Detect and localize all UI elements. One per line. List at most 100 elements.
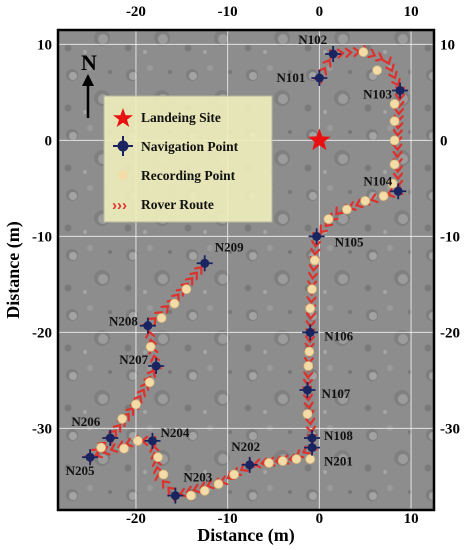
north-arrow-icon [82,74,94,86]
navigation-point-dot [393,186,403,196]
navigation-point-dot [151,361,161,371]
navigation-point [139,317,156,334]
x-tick-label-top: -10 [218,4,238,20]
recording-point [304,346,315,357]
x-tick-label-top: 0 [316,4,324,20]
axis-ticks: -20 -20 -10 -10 0 0 10 10 10 10 0 0 -10 -10 -20 -20 -30 -… [32,4,460,527]
route-chevron [317,66,328,76]
y-tick-label-left: -20 [32,325,52,341]
navigation-point-dot [143,321,153,331]
navigation-point [196,255,213,272]
route-chevron [149,444,160,453]
route-chevron [160,305,170,314]
route-chevron [392,172,404,181]
navigation-point-label: N206 [71,414,100,429]
route-chevron [375,52,384,62]
y-tick-label-left: 0 [45,133,53,149]
x-tick-label-bottom: -20 [126,511,146,527]
recording-point [307,284,317,295]
legend-landing-text: Landeing Site [141,110,221,125]
route-chevron [161,479,171,489]
route-chevron [388,70,398,80]
route-chevron [133,394,143,404]
recording-point [305,303,316,314]
y-axis-title: Distance (m) [3,221,24,318]
navigation-point [144,432,161,449]
route-chevron [308,263,319,273]
navigation-point [390,183,407,200]
route-chevron [319,224,328,234]
legend-navigation: Navigation Point [113,136,239,156]
route-chevron [304,335,316,344]
route-chevron [305,312,317,321]
recording-point [156,313,167,323]
y-tick-label-right: 0 [440,133,448,149]
recording-point [169,298,180,309]
recording-point [323,214,334,225]
y-tick-label-right: -20 [440,325,460,341]
navigation-point [311,70,328,86]
navigation-point [299,382,316,398]
route-chevron [392,128,403,138]
navigation-point-dot [147,436,157,446]
route-chevron [194,265,203,275]
route-chevron [303,371,314,380]
y-tick-label-left: -10 [32,229,52,245]
navigation-point-dot [307,443,317,453]
route-chevron [145,330,156,339]
legend-landing: Landeing Site [113,108,221,127]
navigation-point-labels: N101 N102 N103 N104 N105 N106 N107 N108 N201 N202… [66,32,393,485]
recording-point [144,377,155,388]
route-chevron [303,401,314,410]
plot-frame [56,28,436,512]
recording-point [213,479,224,489]
navigation-point [148,358,165,374]
route-chevron [392,143,403,152]
recording-point [96,442,107,453]
route-chevron [109,443,119,453]
route-chevron [150,354,161,363]
navigation-point-dot [302,385,312,395]
navigation-point-dot [245,460,255,470]
recording-point [378,191,389,201]
recording-point-icon [118,170,128,180]
navigation-point-label: N205 [66,463,95,478]
landing-site-star [308,128,331,151]
landing-site-marker [308,128,331,151]
route-chevron [239,462,249,472]
legend-recording-text: Recording Point [141,168,236,183]
x-tick-label-bottom: 10 [404,511,419,527]
route-chevron [310,247,321,257]
navigation-point [241,456,258,473]
recording-point [199,485,210,496]
route-chevron [112,423,122,433]
route-chevron [302,393,314,402]
route-chevron [367,48,377,59]
navigation-point-label: N108 [324,428,353,443]
chevron-route-icon: ››› [112,197,127,214]
navigation-point-label: N208 [109,314,138,329]
legend-route: ››› Rover Route [112,197,214,214]
navigation-point-label: N105 [335,234,364,249]
navigation-point [325,46,342,62]
recording-point [389,135,400,146]
navigation-point-label: N103 [363,86,392,101]
recording-point [303,361,314,371]
recording-point [186,490,196,501]
north-arrow: N [81,50,97,118]
route-chevron [382,56,392,66]
recording-point [358,47,369,57]
recording-point [305,454,316,465]
navigation-point [308,228,325,245]
x-tick-label-top: -20 [126,4,146,20]
route-chevron [305,417,316,426]
recording-point [372,65,383,76]
recording-point [389,116,400,127]
navigation-point-dot [85,452,95,462]
route-chevron [124,437,134,448]
route-chevron [178,487,188,498]
recording-point [119,443,129,454]
recording-point [145,341,156,352]
route-chevron [392,150,403,159]
